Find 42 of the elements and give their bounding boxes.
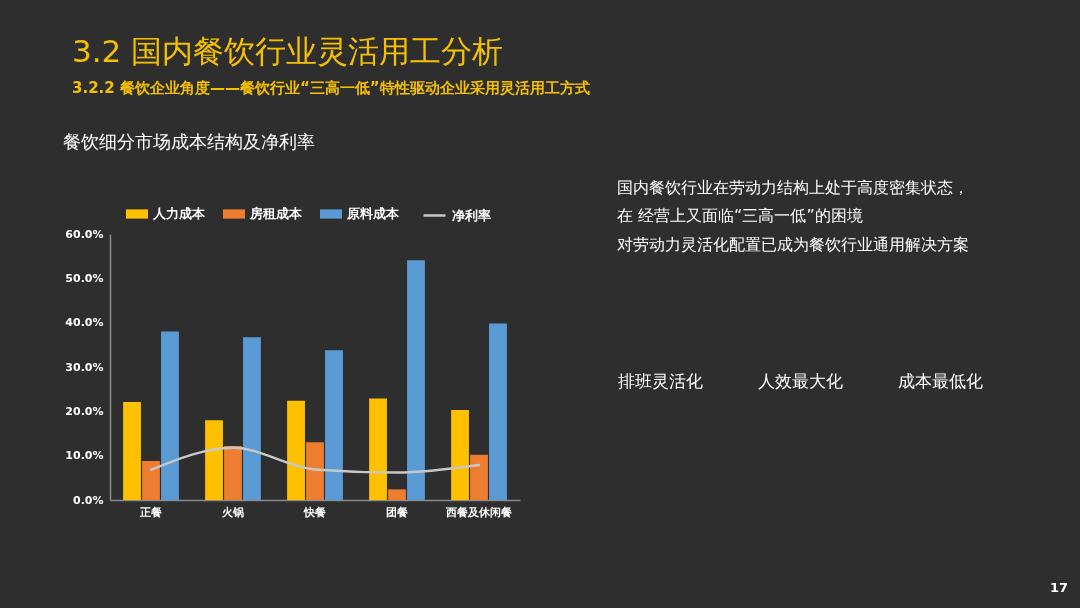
text: 人效最大化 [757, 371, 843, 391]
legend-label: 人力成本 [152, 206, 206, 221]
bar [451, 410, 469, 500]
text: 3.2.2 餐饮企业角度——餐饮行业“三高一低”特性驱动企业采用灵活用工方式 [72, 79, 590, 97]
bar [287, 400, 305, 500]
bar [142, 460, 160, 500]
y-tick-label: 10.0% [65, 449, 104, 463]
legend-label: 净利率 [452, 207, 491, 223]
x-tick-label: 快餐 [303, 505, 326, 519]
legend-label: 房租成本 [249, 206, 303, 221]
bar [407, 260, 425, 500]
text: 对劳动力灵活化配置已成为餐饮行业通用解决方案 [617, 235, 969, 254]
bar [388, 489, 406, 500]
y-tick-label: 60.0% [65, 227, 104, 241]
bar [325, 350, 343, 500]
text: 国内餐饮行业在劳动力结构上处于高度密集状态， [617, 178, 969, 197]
x-tick-label: 正餐 [139, 505, 162, 519]
text: 在 经营上又面临“三高一低”的困境 [617, 206, 863, 225]
bar [123, 402, 141, 500]
text: 3.2 国内餐饮行业灵活用工分析 [72, 33, 504, 69]
text: 成本最低化 [897, 371, 983, 391]
y-tick-label: 0.0% [72, 493, 104, 507]
bar [470, 454, 488, 500]
bar [489, 323, 507, 500]
line-series [149, 446, 481, 474]
chart-title: 餐饮细分市场成本结构及净利率 [63, 131, 315, 152]
y-tick-label: 50.0% [65, 271, 104, 285]
x-tick-label: 团餐 [386, 505, 408, 519]
bar [369, 398, 387, 500]
bar [161, 331, 179, 500]
bar [306, 442, 324, 500]
bar [243, 337, 261, 500]
x-tick-label: 火锅 [222, 505, 244, 519]
bar [205, 420, 223, 500]
text: 排班灵活化 [617, 371, 703, 391]
text: 17 [1049, 580, 1069, 595]
y-tick-label: 20.0% [65, 404, 104, 418]
y-tick-label: 40.0% [65, 316, 104, 330]
y-tick-label: 30.0% [65, 360, 104, 374]
legend-label: 原料成本 [346, 206, 400, 221]
bar [224, 445, 242, 500]
x-tick-label: 西餐及休闲餐 [445, 505, 512, 519]
